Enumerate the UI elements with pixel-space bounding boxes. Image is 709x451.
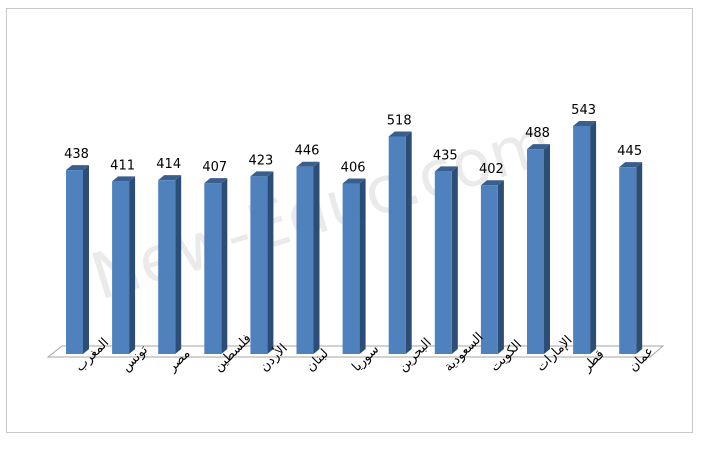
bar-top: [480, 180, 504, 186]
data-label: 423: [248, 153, 273, 168]
bar: [573, 121, 597, 354]
bar-front: [434, 171, 452, 354]
bar-top: [112, 176, 136, 182]
bar-top: [66, 165, 89, 171]
bar-front: [250, 176, 268, 354]
bar: [434, 166, 458, 354]
data-label: 402: [479, 162, 504, 177]
bar-front: [296, 166, 314, 354]
bar-side: [451, 166, 458, 354]
data-label: 407: [202, 160, 227, 175]
bar-front: [480, 185, 498, 354]
bar-side: [405, 131, 412, 354]
bar-top: [434, 166, 458, 172]
bar-side: [544, 144, 550, 354]
bar-top: [527, 144, 550, 150]
bar: [342, 178, 366, 354]
bar-top: [619, 162, 643, 168]
bar-front: [573, 126, 591, 354]
bar: [66, 165, 89, 354]
bar-front: [158, 180, 176, 354]
data-label: 445: [617, 144, 642, 159]
bar-top: [250, 171, 274, 177]
bar-front: [204, 183, 222, 354]
value-labels-group: 438 411 414 407 423 446 406 518 435 402 488 543 445: [64, 103, 642, 177]
bar-front: [619, 167, 637, 354]
bar-side: [359, 178, 366, 354]
bar-side: [267, 171, 274, 354]
bar: [527, 144, 550, 354]
bar: [296, 161, 320, 354]
bar-side: [590, 121, 597, 354]
data-label: 435: [433, 148, 458, 163]
bar: [480, 180, 504, 354]
bar: [388, 131, 412, 354]
bar: [112, 176, 136, 354]
bar-front: [342, 183, 360, 354]
bar-top: [204, 178, 228, 184]
bars-group: [66, 121, 643, 354]
bar-side: [497, 180, 504, 354]
bar-side: [313, 161, 320, 354]
bar-top: [388, 131, 412, 137]
bar-side: [636, 162, 643, 354]
bar-side: [221, 178, 228, 354]
data-label: 414: [156, 157, 181, 172]
bar-top: [158, 175, 182, 181]
data-label: 406: [341, 161, 366, 176]
bar-front: [527, 149, 544, 354]
bar-front: [112, 181, 130, 354]
data-label: 488: [525, 126, 550, 141]
bar-top: [296, 161, 320, 167]
data-label: 543: [571, 103, 596, 118]
bar: [204, 178, 228, 354]
bar-top: [573, 121, 597, 126]
bar-front: [66, 170, 83, 354]
data-label: 446: [295, 144, 320, 159]
bar-side: [129, 176, 136, 354]
bar: [250, 171, 274, 354]
data-label: 518: [387, 113, 412, 128]
bar-top: [342, 178, 366, 184]
bar: [158, 175, 182, 354]
bar-side: [175, 175, 182, 354]
bar-side: [83, 165, 89, 354]
data-label: 411: [110, 158, 135, 173]
bar-front: [388, 136, 406, 354]
data-label: 438: [64, 147, 89, 162]
bar: [619, 162, 643, 354]
